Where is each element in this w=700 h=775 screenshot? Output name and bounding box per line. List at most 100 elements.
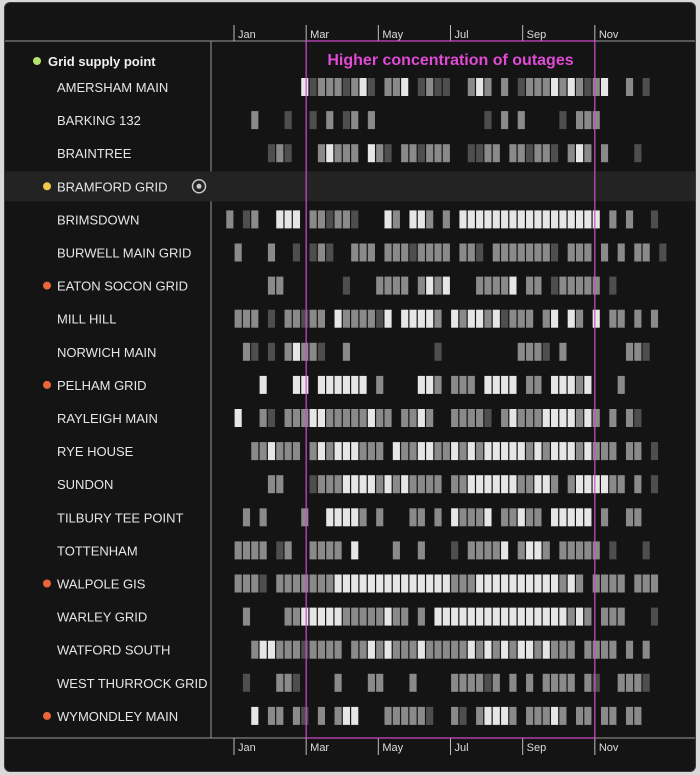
outage-cell[interactable] [417, 475, 425, 494]
outage-cell[interactable] [434, 475, 442, 494]
outage-cell[interactable] [484, 640, 492, 659]
outage-cell[interactable] [600, 574, 609, 593]
outage-cell[interactable] [342, 78, 350, 96]
outage-cell[interactable] [351, 541, 359, 560]
outage-cell[interactable] [234, 309, 242, 328]
outage-cell[interactable] [467, 309, 475, 328]
outage-cell[interactable] [517, 309, 525, 328]
outage-cell[interactable] [334, 210, 342, 229]
outage-cell[interactable] [334, 541, 342, 560]
outage-cell[interactable] [517, 78, 525, 96]
outage-cell[interactable] [609, 475, 617, 494]
outage-cell[interactable] [317, 541, 325, 560]
outage-cell[interactable] [251, 706, 259, 725]
outage-cell[interactable] [509, 607, 517, 626]
row-label[interactable]: BRAINTREE [57, 146, 132, 161]
outage-cell[interactable] [600, 243, 609, 262]
outage-cell[interactable] [584, 475, 592, 494]
outage-cell[interactable] [434, 78, 442, 96]
outage-cell[interactable] [642, 342, 650, 361]
outage-cell[interactable] [501, 706, 509, 725]
outage-cell[interactable] [526, 607, 534, 626]
outage-cell[interactable] [367, 442, 375, 461]
outage-cell[interactable] [542, 607, 550, 626]
outage-cell[interactable] [417, 574, 425, 593]
outage-cell[interactable] [317, 640, 325, 659]
outage-cell[interactable] [301, 342, 309, 361]
outage-cell[interactable] [567, 475, 575, 494]
outage-cell[interactable] [492, 276, 500, 295]
outage-cell[interactable] [517, 144, 525, 163]
outage-cell[interactable] [351, 640, 359, 659]
outage-cell[interactable] [351, 309, 359, 328]
outage-cell[interactable] [392, 574, 400, 593]
outage-cell[interactable] [476, 243, 484, 262]
outage-cell[interactable] [592, 276, 600, 295]
outage-cell[interactable] [284, 442, 292, 461]
outage-cell[interactable] [559, 673, 567, 692]
outage-cell[interactable] [451, 541, 459, 560]
outage-cell[interactable] [492, 475, 500, 494]
outage-cell[interactable] [567, 442, 575, 461]
outage-cell[interactable] [567, 607, 575, 626]
outage-cell[interactable] [467, 541, 475, 560]
outage-cell[interactable] [401, 640, 409, 659]
outage-cell[interactable] [484, 309, 492, 328]
outage-cell[interactable] [517, 607, 525, 626]
outage-cell[interactable] [367, 309, 375, 328]
outage-cell[interactable] [426, 442, 434, 461]
outage-cell[interactable] [334, 409, 342, 427]
outage-cell[interactable] [542, 210, 550, 229]
outage-cell[interactable] [292, 640, 301, 659]
outage-cell[interactable] [342, 706, 350, 725]
outage-cell[interactable] [650, 309, 659, 328]
outage-cell[interactable] [376, 375, 384, 394]
outage-cell[interactable] [234, 574, 242, 593]
outage-cell[interactable] [376, 673, 384, 692]
outage-cell[interactable] [259, 508, 267, 527]
outage-cell[interactable] [592, 210, 600, 229]
outage-cell[interactable] [484, 475, 492, 494]
outage-cell[interactable] [517, 541, 525, 560]
outage-cell[interactable] [434, 442, 442, 461]
outage-cell[interactable] [584, 673, 592, 692]
outage-cell[interactable] [267, 409, 276, 427]
outage-cell[interactable] [326, 508, 334, 527]
outage-cell[interactable] [301, 78, 309, 96]
outage-cell[interactable] [284, 640, 292, 659]
outage-cell[interactable] [492, 607, 500, 626]
outage-cell[interactable] [509, 243, 517, 262]
outage-cell[interactable] [559, 706, 567, 725]
outage-cell[interactable] [392, 607, 400, 626]
outage-cell[interactable] [459, 442, 467, 461]
outage-cell[interactable] [334, 375, 342, 394]
outage-cell[interactable] [309, 243, 317, 262]
outage-cell[interactable] [559, 409, 567, 427]
outage-cell[interactable] [559, 78, 567, 96]
outage-cell[interactable] [359, 375, 367, 394]
outage-cell[interactable] [359, 574, 367, 593]
outage-cell[interactable] [567, 640, 575, 659]
outage-cell[interactable] [534, 210, 542, 229]
outage-cell[interactable] [434, 243, 442, 262]
outage-cell[interactable] [309, 442, 317, 461]
outage-cell[interactable] [267, 276, 276, 295]
outage-cell[interactable] [509, 640, 517, 659]
outage-cell[interactable] [551, 309, 559, 328]
outage-cell[interactable] [434, 574, 442, 593]
outage-cell[interactable] [534, 144, 542, 163]
outage-cell[interactable] [309, 607, 317, 626]
outage-cell[interactable] [459, 475, 467, 494]
outage-cell[interactable] [284, 607, 292, 626]
outage-cell[interactable] [501, 243, 509, 262]
outage-cell[interactable] [376, 442, 384, 461]
outage-cell[interactable] [251, 210, 259, 229]
outage-cell[interactable] [609, 640, 617, 659]
outage-cell[interactable] [509, 144, 517, 163]
outage-cell[interactable] [367, 607, 375, 626]
outage-cell[interactable] [642, 640, 650, 659]
outage-cell[interactable] [334, 442, 342, 461]
outage-cell[interactable] [492, 640, 500, 659]
outage-cell[interactable] [517, 243, 525, 262]
row-label[interactable]: TOTTENHAM [57, 543, 138, 558]
